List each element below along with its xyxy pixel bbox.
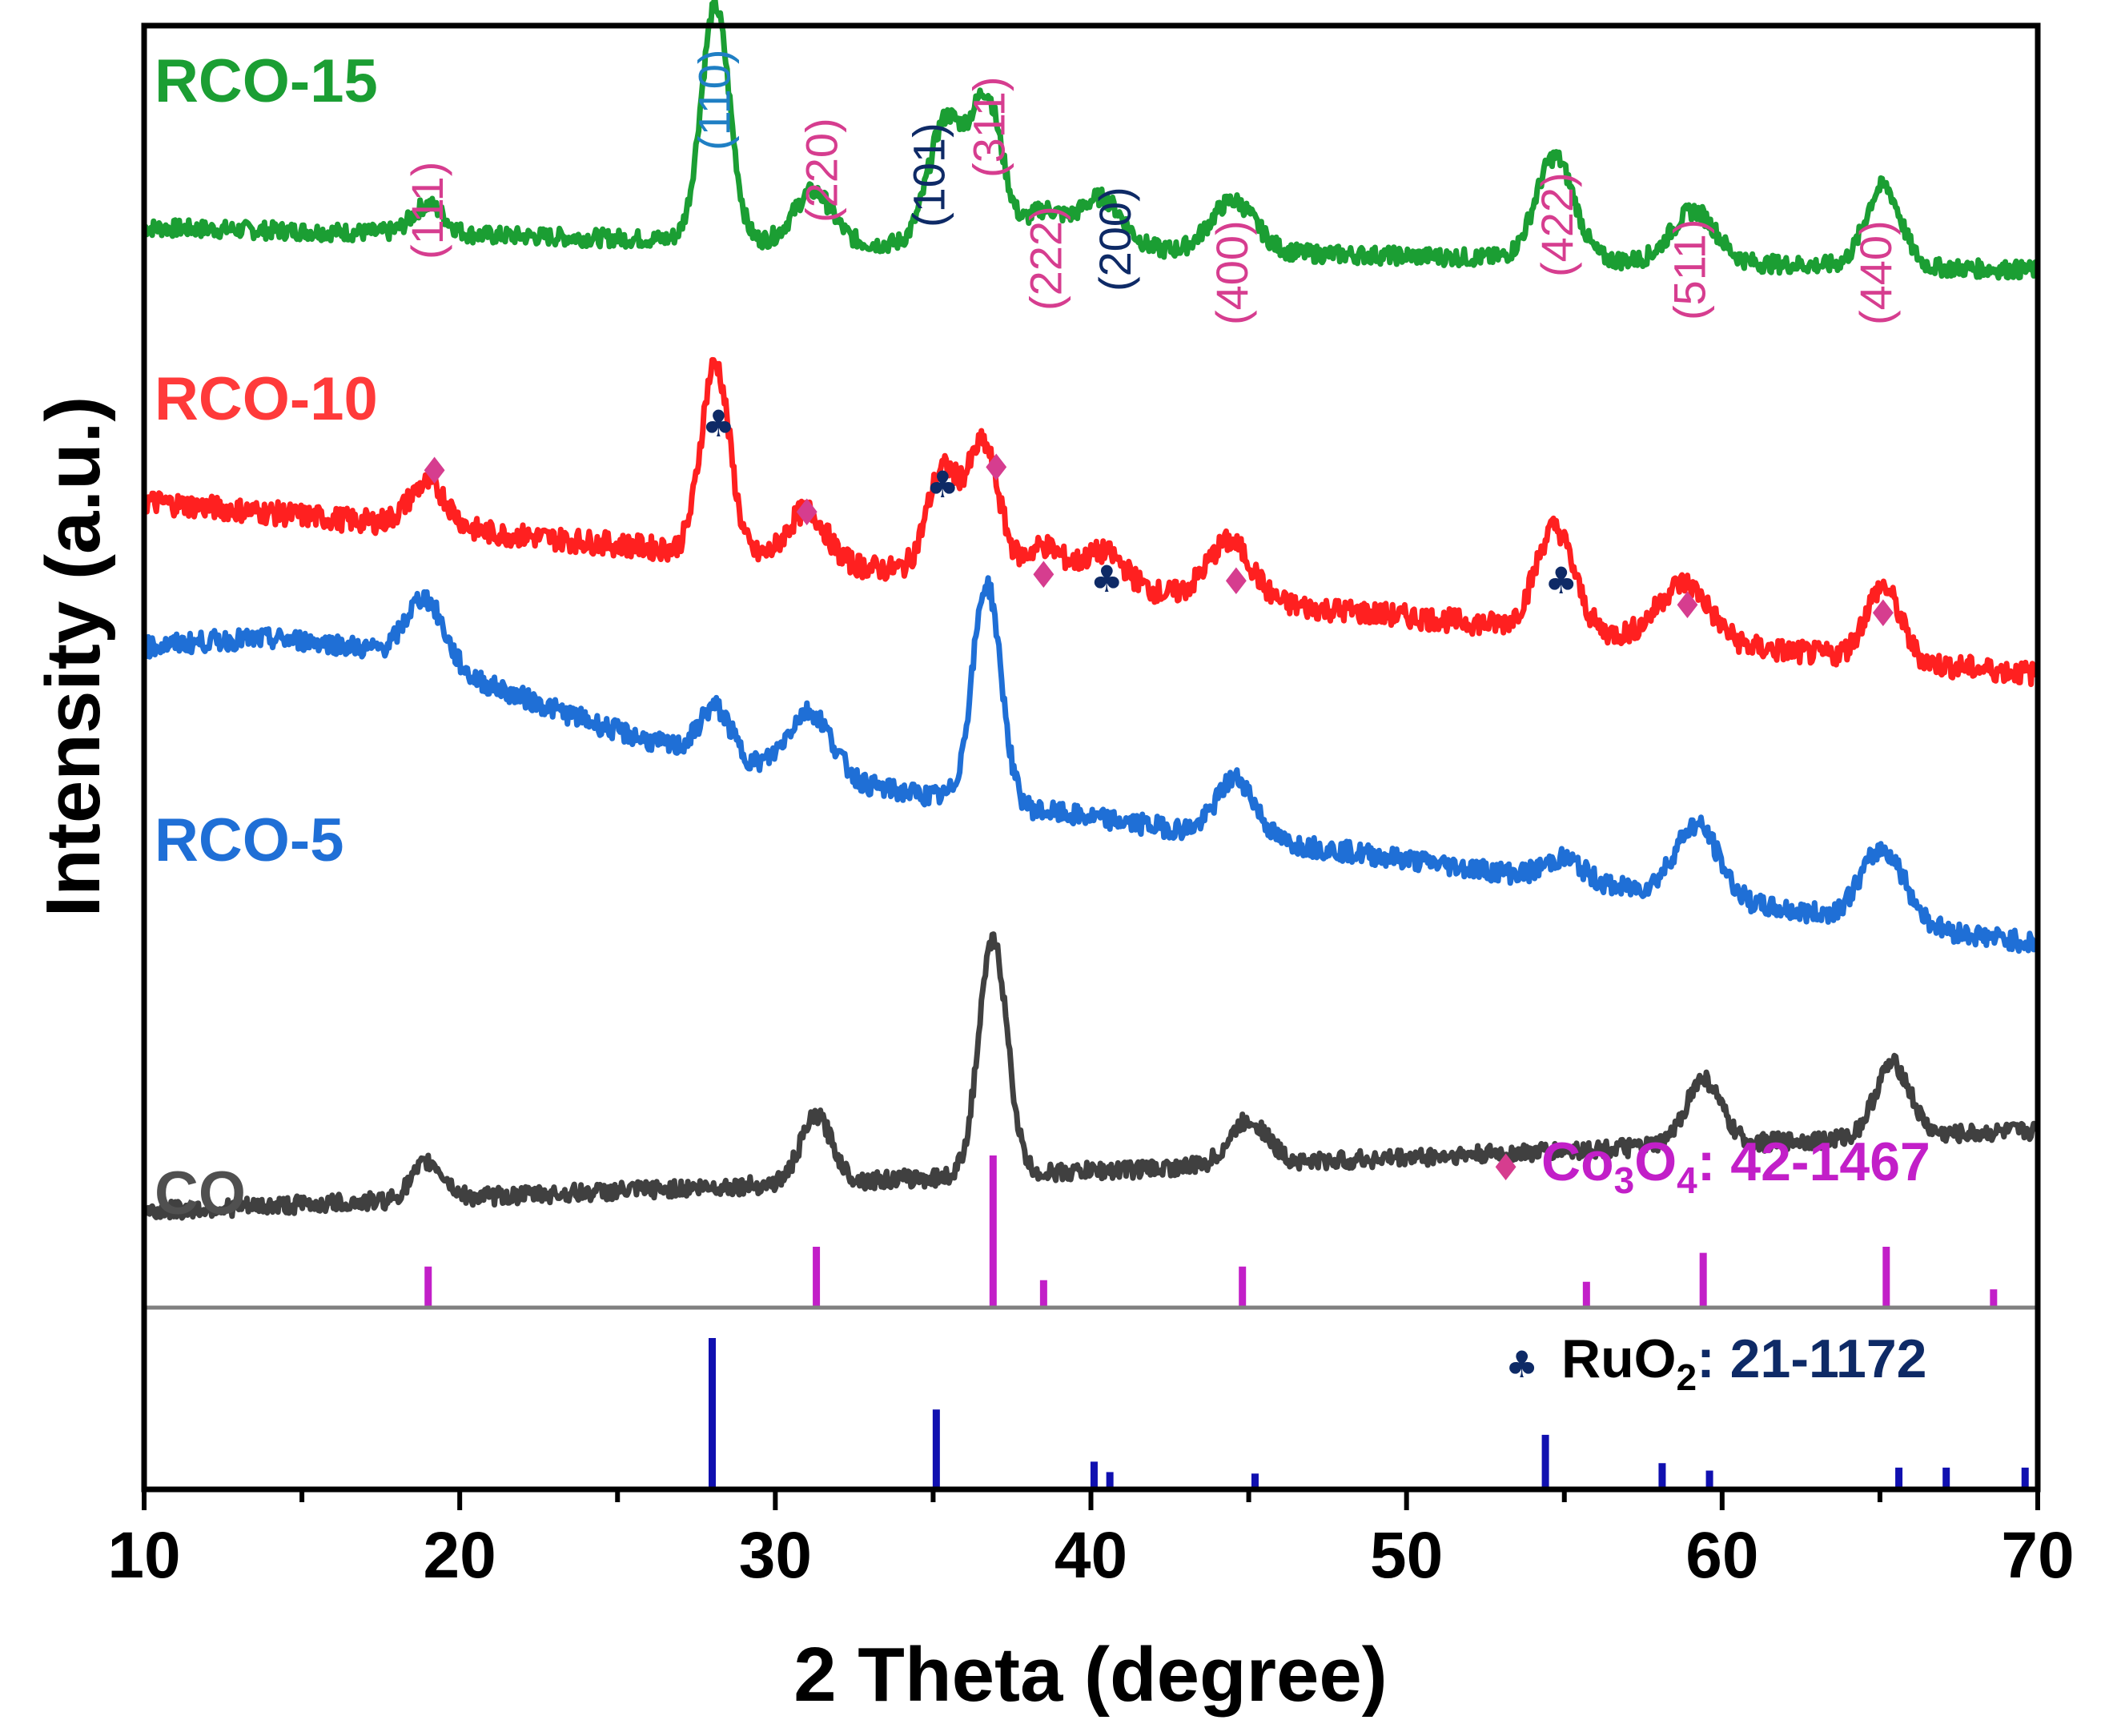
curve-rco-10 <box>141 356 2041 688</box>
curve-rco-5 <box>141 575 2041 954</box>
xrd-curves <box>141 0 2041 1221</box>
series-label-rco-5: RCO-5 <box>155 806 343 874</box>
co3o4-label-suffix: : 42-1467 <box>1697 1131 1930 1192</box>
curve-rco-15 <box>142 0 2041 281</box>
hkl-label: (222) <box>1020 206 1071 311</box>
co3o4-label-mid: O <box>1634 1131 1677 1192</box>
hkl-label: (101) <box>903 123 954 227</box>
x-tick-label-10: 10 <box>107 1519 180 1592</box>
ruo2-legend-marker: ♣ <box>1505 1343 1538 1386</box>
hkl-label: (440) <box>1850 220 1901 325</box>
co3o4-peak-marker: ♦ <box>418 449 451 492</box>
ruo2-peak-marker: ♣ <box>1091 557 1123 601</box>
x-tick-label-30: 30 <box>739 1519 812 1592</box>
y-axis-title: Intensity (a.u.) <box>30 396 116 918</box>
co3o4-peak-marker: ♦ <box>980 446 1013 489</box>
ruo2-label-sub: 2 <box>1677 1356 1697 1398</box>
co3o4-label-prefix: Co <box>1541 1131 1614 1192</box>
hkl-label: (511) <box>1664 219 1714 320</box>
co3o4-peak-marker: ♦ <box>790 491 823 534</box>
hkl-label: (110) <box>689 49 739 151</box>
co3o4-peak-marker: ♦ <box>1671 584 1704 627</box>
peak-markers: ♦ ♣ ♦ ♣ ♦ ♦ ♣ ♦ ♣ ♦ ♦ <box>418 402 1899 635</box>
x-tick-label-50: 50 <box>1370 1519 1443 1592</box>
x-tick-label-40: 40 <box>1054 1519 1127 1592</box>
co3o4-peak-marker: ♦ <box>1219 560 1252 603</box>
co3o4-label-sub2: 4 <box>1677 1159 1697 1201</box>
ruo2-peak-marker: ♣ <box>702 402 735 445</box>
hkl-label: (111) <box>402 162 452 259</box>
hkl-label: (400) <box>1207 220 1257 325</box>
x-tick-label-20: 20 <box>424 1519 496 1592</box>
co3o4-label-sub1: 3 <box>1614 1159 1635 1201</box>
hkl-label: (220) <box>796 118 846 223</box>
co3o4-legend-label: Co3O4: 42-1467 <box>1541 1131 1930 1201</box>
ruo2-reference-bars <box>709 1338 2029 1487</box>
co3o4-reference-bars <box>424 1155 1998 1308</box>
hkl-label: (311) <box>963 76 1014 178</box>
curve-co <box>142 931 2039 1221</box>
hkl-label: (200) <box>1090 187 1140 291</box>
x-tick-label-70: 70 <box>2001 1519 2074 1592</box>
co3o4-legend-marker: ♦ <box>1489 1146 1522 1189</box>
x-tick-label-60: 60 <box>1685 1519 1758 1592</box>
ruo2-legend-label: RuO2: 21-1172 <box>1561 1328 1926 1398</box>
hkl-label: (422) <box>1532 172 1582 277</box>
series-label-rco-10: RCO-10 <box>155 365 378 433</box>
co3o4-peak-marker: ♦ <box>1866 592 1899 635</box>
ruo2-label-prefix: RuO <box>1561 1328 1677 1389</box>
x-axis-title: 2 Theta (degree) <box>793 1632 1388 1718</box>
ruo2-peak-marker: ♣ <box>926 463 959 506</box>
series-label-rco-15: RCO-15 <box>155 47 378 115</box>
ruo2-peak-marker: ♣ <box>1545 559 1577 602</box>
ruo2-label-suffix: : 21-1172 <box>1697 1328 1926 1389</box>
co3o4-peak-marker: ♦ <box>1027 553 1060 597</box>
x-axis-ticks: 10 20 30 40 50 60 70 <box>107 1489 2075 1592</box>
series-label-co: CO <box>155 1159 246 1228</box>
hkl-labels: (111) (110) (220) (101) (311)(222) (200) (400)… <box>402 49 1901 325</box>
